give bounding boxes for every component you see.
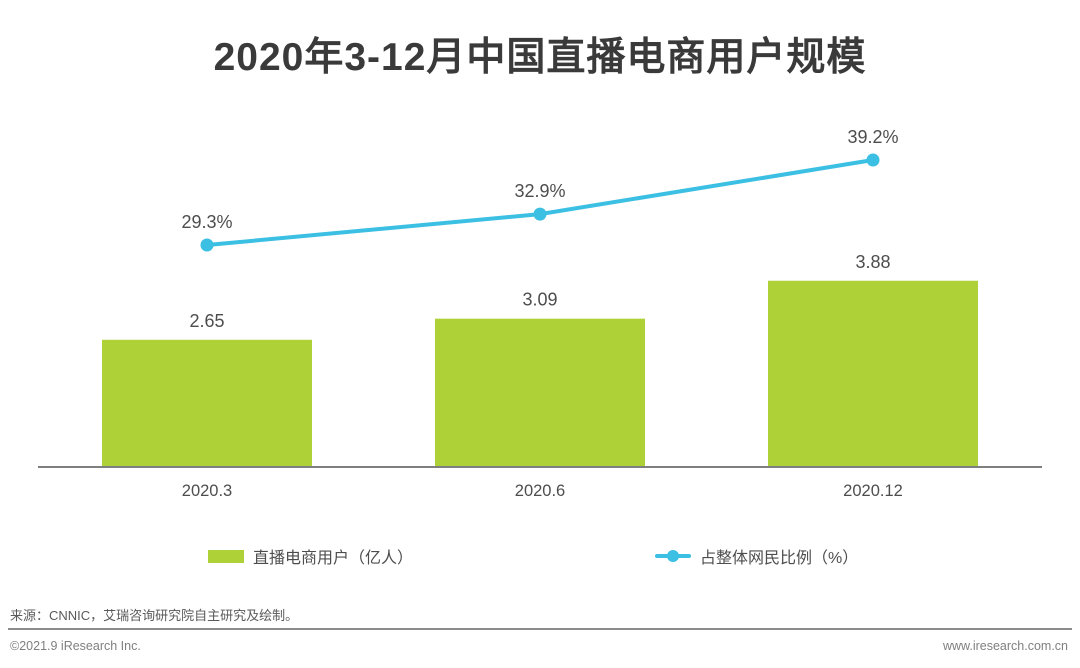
footer-website: www.iresearch.com.cn — [942, 639, 1068, 653]
line-value-label: 29.3% — [181, 212, 232, 232]
source-note: 来源：CNNIC，艾瑞咨询研究院自主研究及绘制。 — [10, 608, 299, 623]
footer-copyright: ©2021.9 iResearch Inc. — [10, 639, 141, 653]
legend-item-line: 占整体网民比例（%） — [655, 543, 858, 569]
bar-2020.6 — [435, 318, 645, 467]
x-axis-label: 2020.12 — [843, 482, 903, 500]
chart-canvas: 2.65 3.09 3.88 2020.3 2020.6 2020.12 29.3% 32.9… — [38, 127, 1042, 500]
x-axis-label: 2020.6 — [515, 482, 565, 500]
line-point — [866, 153, 880, 167]
bar-2020.3 — [102, 339, 312, 467]
bar-2020.12 — [768, 280, 978, 467]
bar-legend-label: 直播电商用户（亿人） — [253, 550, 414, 567]
bar-legend-swatch-icon — [208, 549, 244, 563]
line-dot-legend-icon — [655, 550, 691, 562]
line-value-label: 39.2% — [847, 127, 898, 147]
bar-value-label: 3.09 — [522, 290, 557, 310]
chart-title: 2020年3-12月中国直播电商用户规模 — [213, 36, 867, 79]
line-value-label: 32.9% — [514, 181, 565, 201]
line-point — [533, 207, 547, 221]
footer-divider — [8, 628, 1072, 630]
legend: 直播电商用户（亿人） 占整体网民比例（%） — [0, 543, 1080, 569]
line-legend-label: 占整体网民比例（%） — [700, 550, 859, 567]
bar-value-label: 3.88 — [855, 252, 890, 272]
x-axis-label: 2020.3 — [182, 482, 232, 500]
line-point — [200, 238, 214, 252]
bar-value-label: 2.65 — [189, 311, 224, 331]
legend-item-bar: 直播电商用户（亿人） — [208, 543, 413, 569]
line-series — [206, 158, 874, 248]
